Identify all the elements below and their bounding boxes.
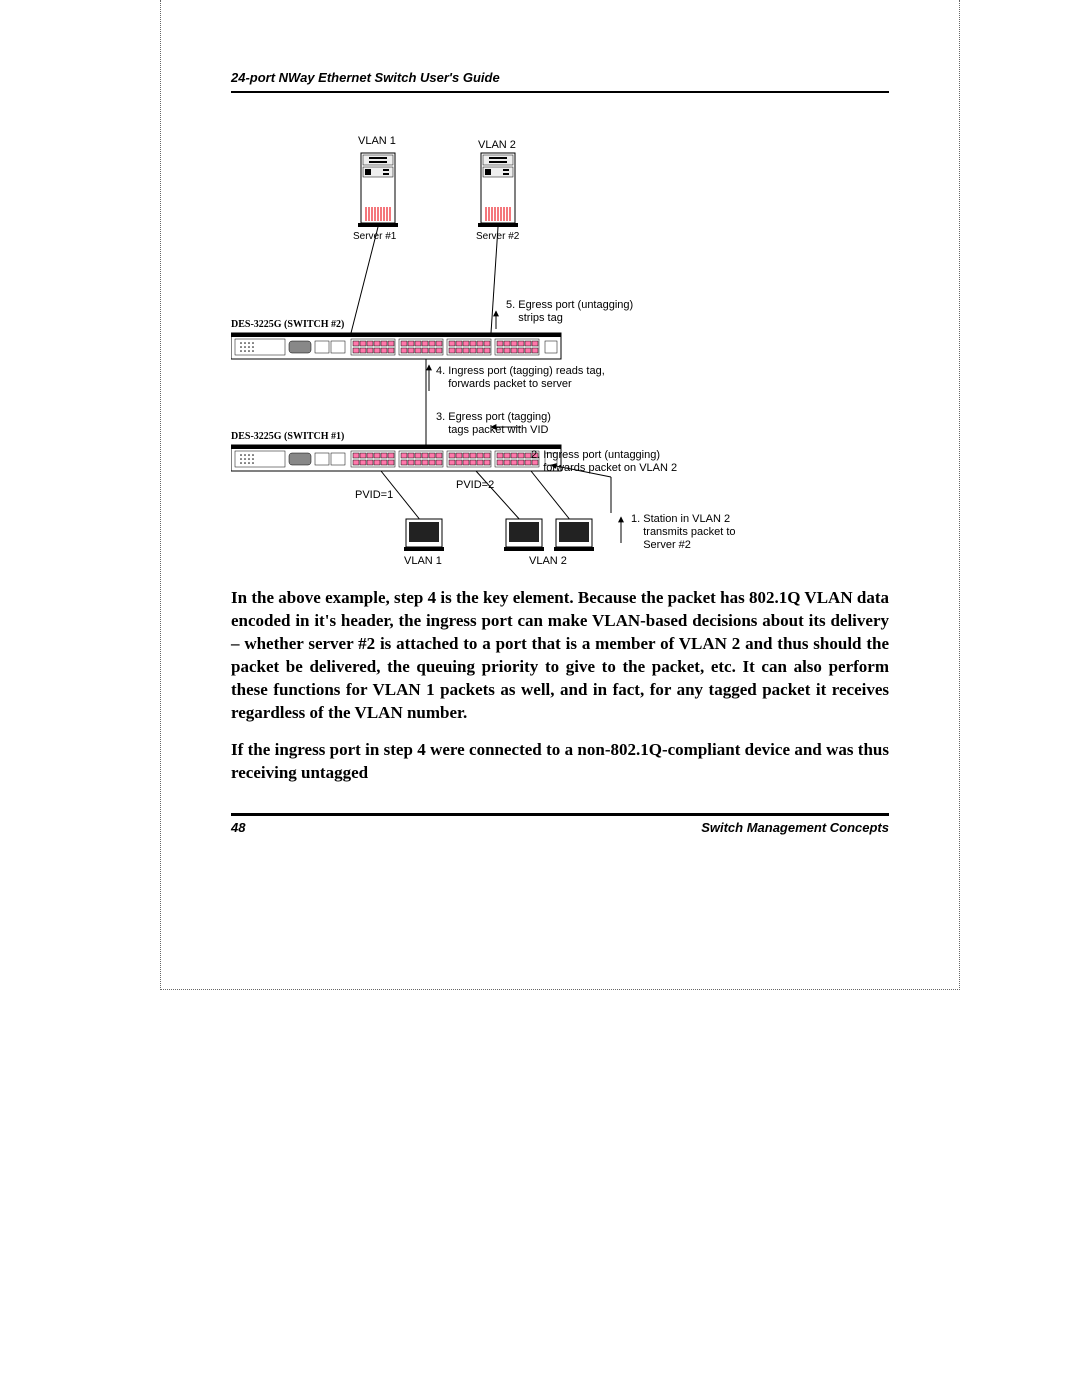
label-step4: 4. Ingress port (tagging) reads tag, for…: [436, 365, 605, 391]
page-content: 24-port NWay Ethernet Switch User's Guid…: [160, 0, 960, 990]
footer-rule: [231, 813, 889, 816]
label-pvid1: PVID=1: [355, 489, 393, 502]
label-server1: Server #1: [353, 231, 396, 243]
label-server2: Server #2: [476, 231, 519, 243]
label-step5: 5. Egress port (untagging) strips tag: [506, 299, 633, 325]
page: 24-port NWay Ethernet Switch User's Guid…: [0, 0, 1080, 1397]
paragraph-2: If the ingress port in step 4 were conne…: [231, 739, 889, 785]
header-rule: [231, 91, 889, 93]
label-step3: 3. Egress port (tagging) tags packet wit…: [436, 411, 551, 437]
vlan-diagram: VLAN 1 VLAN 2 Server #1 Server #2 DES-32…: [231, 113, 891, 573]
label-pvid2: PVID=2: [456, 479, 494, 492]
page-number: 48: [231, 820, 245, 835]
header-title: 24-port NWay Ethernet Switch User's Guid…: [231, 70, 889, 85]
paragraph-1: In the above example, step 4 is the key …: [231, 587, 889, 725]
label-vlan2-top: VLAN 2: [478, 139, 516, 152]
label-switch1: DES-3225G (SWITCH #1): [231, 431, 344, 443]
label-switch2: DES-3225G (SWITCH #2): [231, 319, 344, 331]
footer: 48 Switch Management Concepts: [231, 820, 889, 835]
label-step1: 1. Station in VLAN 2 transmits packet to…: [631, 513, 736, 553]
label-vlan1-bottom: VLAN 1: [404, 555, 442, 568]
label-vlan2-bottom: VLAN 2: [529, 555, 567, 568]
label-step2: 2. Ingress port (untagging) forwards pac…: [531, 449, 677, 475]
section-title: Switch Management Concepts: [701, 820, 889, 835]
label-vlan1-top: VLAN 1: [358, 135, 396, 148]
